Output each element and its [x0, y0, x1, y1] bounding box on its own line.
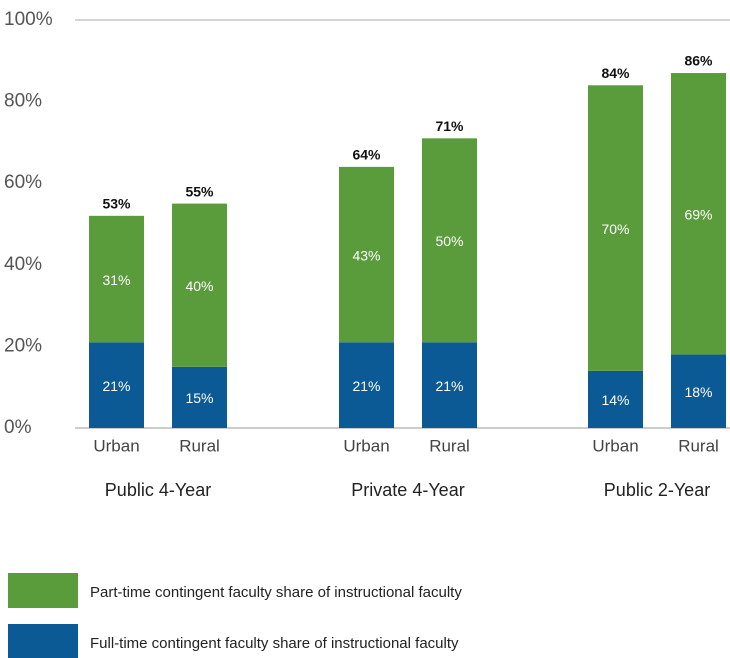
bar-segment — [671, 354, 726, 428]
bar-segment — [671, 73, 726, 355]
value-label: 50% — [435, 233, 463, 249]
legend-swatch — [8, 624, 78, 658]
y-tick-label: 0% — [4, 417, 32, 438]
total-label: 55% — [185, 183, 214, 199]
value-label: 21% — [102, 378, 130, 394]
bar-segment — [89, 342, 144, 428]
total-label: 86% — [684, 53, 713, 69]
bar-segment — [339, 342, 394, 428]
y-tick-label: 80% — [4, 91, 42, 112]
y-tick-label: 20% — [4, 335, 42, 356]
bar-segment — [588, 370, 643, 428]
value-label: 43% — [352, 247, 380, 263]
bar-segment — [339, 166, 394, 343]
group-label: Public 4-Year — [105, 480, 211, 500]
legend-swatch — [8, 573, 78, 608]
group-label: Private 4-Year — [351, 480, 464, 500]
group-label: Public 2-Year — [604, 480, 710, 500]
total-label: 84% — [601, 65, 630, 81]
total-label: 64% — [352, 147, 381, 163]
y-tick-label: 100% — [4, 9, 53, 30]
x-tick-label: Urban — [592, 436, 638, 455]
x-tick-label: Rural — [179, 436, 220, 455]
value-label: 69% — [684, 207, 712, 223]
value-label: 18% — [684, 384, 712, 400]
legend-label: Part-time contingent faculty share of in… — [90, 584, 462, 601]
x-tick-label: Urban — [343, 436, 389, 455]
value-label: 15% — [185, 390, 213, 406]
bar-segment — [588, 85, 643, 371]
bar-segment — [172, 203, 227, 367]
x-tick-label: Rural — [678, 436, 719, 455]
bar-segment — [422, 138, 477, 343]
legend-label: Full-time contingent faculty share of in… — [90, 635, 459, 652]
y-tick-label: 60% — [4, 172, 42, 193]
value-label: 14% — [601, 392, 629, 408]
total-label: 71% — [435, 118, 464, 134]
value-label: 21% — [352, 378, 380, 394]
value-label: 70% — [601, 221, 629, 237]
x-tick-label: Rural — [429, 436, 470, 455]
bar-segment — [422, 342, 477, 428]
x-tick-label: Urban — [93, 436, 139, 455]
total-label: 53% — [102, 196, 131, 212]
bar-segment — [89, 215, 144, 343]
y-tick-label: 40% — [4, 254, 42, 275]
bar-segment — [172, 366, 227, 428]
value-label: 21% — [435, 378, 463, 394]
value-label: 40% — [185, 278, 213, 294]
value-label: 31% — [102, 272, 130, 288]
